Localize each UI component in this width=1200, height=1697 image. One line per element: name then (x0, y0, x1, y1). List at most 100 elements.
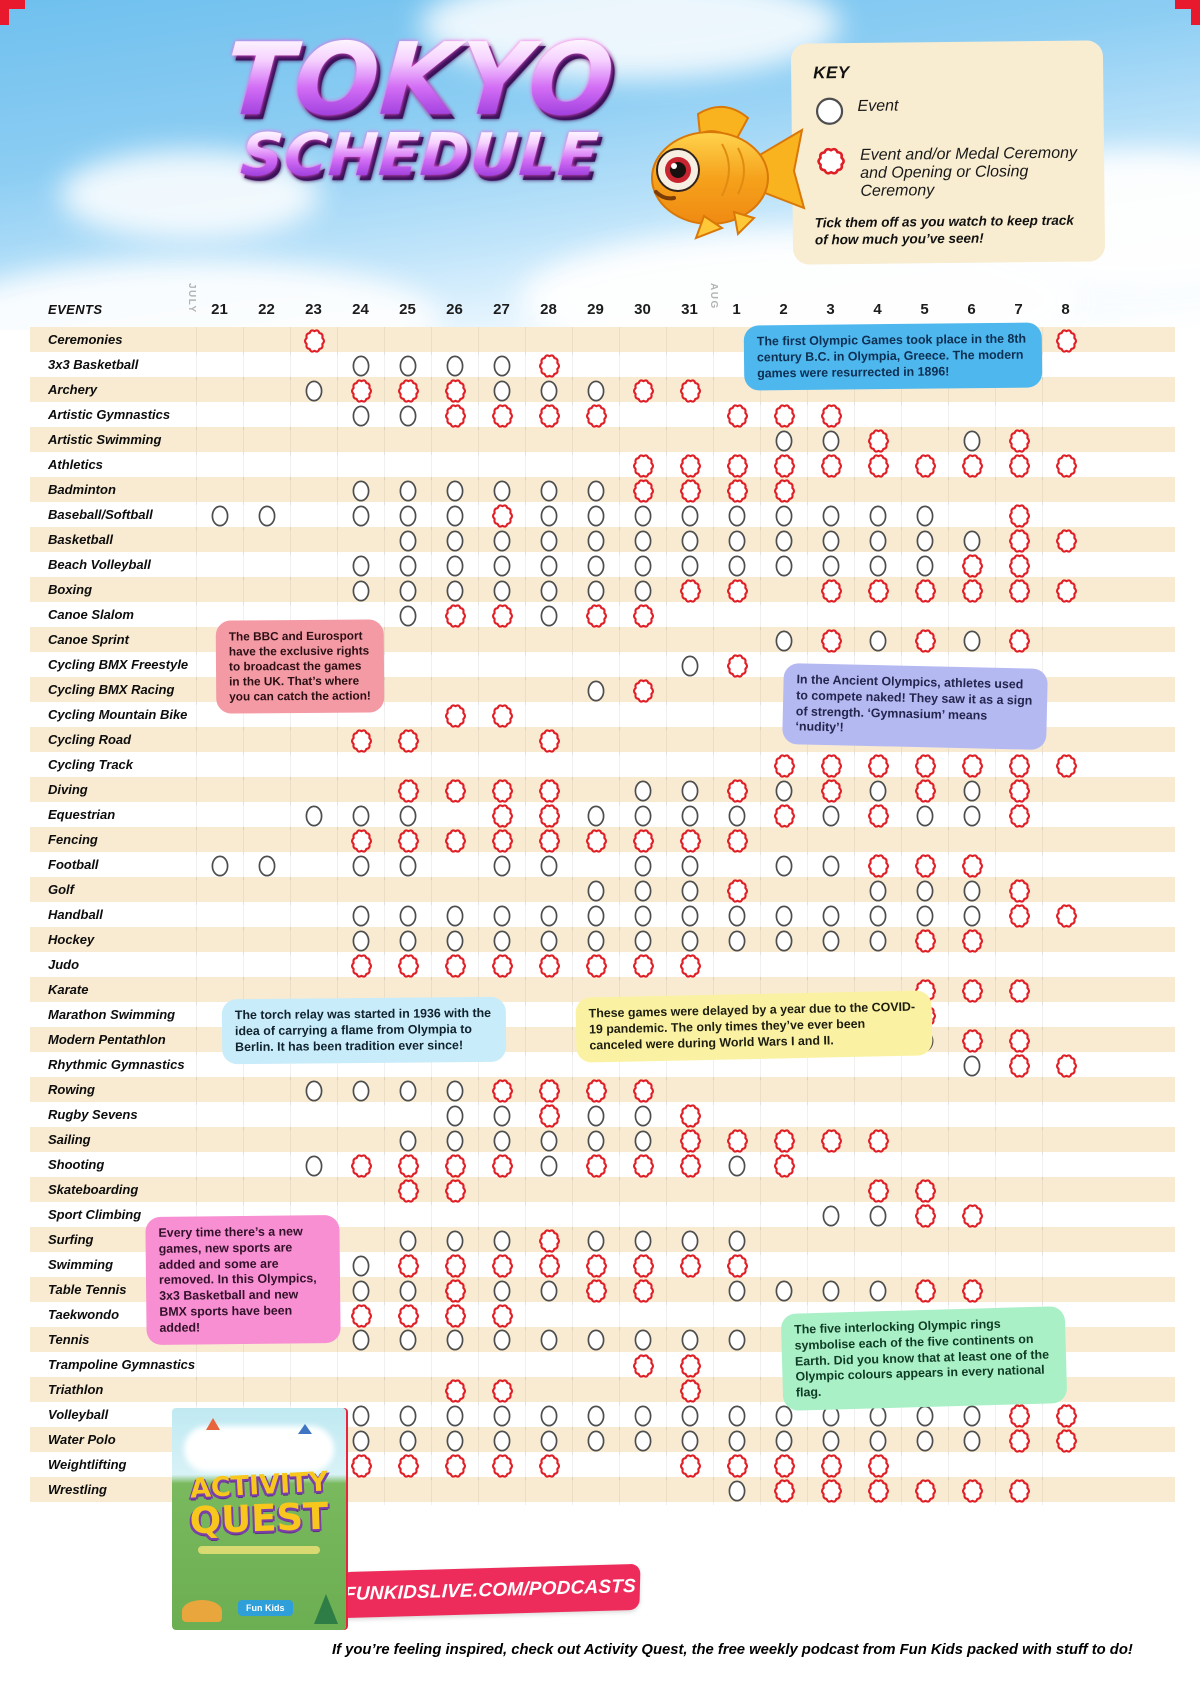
medal-ceremony-circle[interactable] (478, 502, 525, 530)
event-circle[interactable] (337, 1077, 384, 1105)
event-circle[interactable] (478, 377, 525, 405)
event-circle[interactable] (901, 802, 948, 830)
medal-ceremony-circle[interactable] (995, 1427, 1042, 1455)
event-circle[interactable] (760, 502, 807, 530)
medal-ceremony-circle[interactable] (713, 1127, 760, 1155)
medal-ceremony-circle[interactable] (1042, 1052, 1089, 1080)
medal-ceremony-circle[interactable] (619, 827, 666, 855)
event-circle[interactable] (478, 1227, 525, 1255)
medal-ceremony-circle[interactable] (337, 377, 384, 405)
medal-ceremony-circle[interactable] (431, 827, 478, 855)
medal-ceremony-circle[interactable] (901, 777, 948, 805)
event-circle[interactable] (337, 1252, 384, 1280)
event-circle[interactable] (478, 527, 525, 555)
event-circle[interactable] (290, 377, 337, 405)
medal-ceremony-circle[interactable] (854, 1452, 901, 1480)
event-circle[interactable] (713, 1277, 760, 1305)
medal-ceremony-circle[interactable] (995, 777, 1042, 805)
medal-ceremony-circle[interactable] (713, 652, 760, 680)
medal-ceremony-circle[interactable] (525, 352, 572, 380)
event-circle[interactable] (901, 552, 948, 580)
event-circle[interactable] (525, 1277, 572, 1305)
medal-ceremony-circle[interactable] (431, 1177, 478, 1205)
medal-ceremony-circle[interactable] (384, 377, 431, 405)
medal-ceremony-circle[interactable] (854, 452, 901, 480)
event-circle[interactable] (948, 902, 995, 930)
medal-ceremony-circle[interactable] (619, 1277, 666, 1305)
event-circle[interactable] (713, 552, 760, 580)
medal-ceremony-circle[interactable] (572, 402, 619, 430)
event-circle[interactable] (431, 927, 478, 955)
event-circle[interactable] (619, 1127, 666, 1155)
medal-ceremony-circle[interactable] (995, 1402, 1042, 1430)
medal-ceremony-circle[interactable] (431, 377, 478, 405)
event-circle[interactable] (760, 902, 807, 930)
medal-ceremony-circle[interactable] (948, 752, 995, 780)
event-circle[interactable] (807, 852, 854, 880)
event-circle[interactable] (478, 927, 525, 955)
event-circle[interactable] (431, 552, 478, 580)
event-circle[interactable] (807, 1402, 854, 1430)
medal-ceremony-circle[interactable] (666, 1127, 713, 1155)
medal-ceremony-circle[interactable] (337, 727, 384, 755)
medal-ceremony-circle[interactable] (901, 1177, 948, 1205)
medal-ceremony-circle[interactable] (384, 1302, 431, 1330)
event-circle[interactable] (337, 552, 384, 580)
medal-ceremony-circle[interactable] (995, 1027, 1042, 1055)
event-circle[interactable] (478, 852, 525, 880)
event-circle[interactable] (478, 577, 525, 605)
event-circle[interactable] (572, 527, 619, 555)
event-circle[interactable] (666, 802, 713, 830)
event-circle[interactable] (807, 1202, 854, 1230)
event-circle[interactable] (337, 402, 384, 430)
event-circle[interactable] (384, 902, 431, 930)
event-circle[interactable] (337, 802, 384, 830)
medal-ceremony-circle[interactable] (619, 477, 666, 505)
event-circle[interactable] (713, 927, 760, 955)
medal-ceremony-circle[interactable] (995, 552, 1042, 580)
event-circle[interactable] (854, 1277, 901, 1305)
medal-ceremony-circle[interactable] (995, 527, 1042, 555)
event-circle[interactable] (760, 852, 807, 880)
event-circle[interactable] (713, 1427, 760, 1455)
medal-ceremony-circle[interactable] (431, 1302, 478, 1330)
event-circle[interactable] (807, 927, 854, 955)
medal-ceremony-circle[interactable] (478, 777, 525, 805)
event-circle[interactable] (384, 1077, 431, 1105)
medal-ceremony-circle[interactable] (478, 602, 525, 630)
event-circle[interactable] (572, 477, 619, 505)
medal-ceremony-circle[interactable] (995, 802, 1042, 830)
event-circle[interactable] (525, 1127, 572, 1155)
medal-ceremony-circle[interactable] (478, 402, 525, 430)
medal-ceremony-circle[interactable] (478, 802, 525, 830)
medal-ceremony-circle[interactable] (995, 1052, 1042, 1080)
event-circle[interactable] (760, 527, 807, 555)
event-circle[interactable] (901, 902, 948, 930)
medal-ceremony-circle[interactable] (948, 977, 995, 1005)
medal-ceremony-circle[interactable] (807, 577, 854, 605)
medal-ceremony-circle[interactable] (1042, 452, 1089, 480)
medal-ceremony-circle[interactable] (431, 702, 478, 730)
medal-ceremony-circle[interactable] (713, 577, 760, 605)
event-circle[interactable] (337, 1327, 384, 1352)
event-circle[interactable] (948, 877, 995, 905)
event-circle[interactable] (243, 852, 290, 880)
event-circle[interactable] (478, 1127, 525, 1155)
event-circle[interactable] (525, 602, 572, 630)
event-circle[interactable] (807, 527, 854, 555)
medal-ceremony-circle[interactable] (478, 702, 525, 730)
medal-ceremony-circle[interactable] (854, 1127, 901, 1155)
event-circle[interactable] (854, 527, 901, 555)
medal-ceremony-circle[interactable] (666, 577, 713, 605)
medal-ceremony-circle[interactable] (619, 1252, 666, 1280)
medal-ceremony-circle[interactable] (901, 1277, 948, 1305)
event-circle[interactable] (478, 902, 525, 930)
event-circle[interactable] (807, 552, 854, 580)
medal-ceremony-circle[interactable] (384, 827, 431, 855)
event-circle[interactable] (713, 1327, 760, 1352)
medal-ceremony-circle[interactable] (525, 802, 572, 830)
event-circle[interactable] (807, 802, 854, 830)
event-circle[interactable] (713, 502, 760, 530)
medal-ceremony-circle[interactable] (807, 402, 854, 430)
medal-ceremony-circle[interactable] (337, 827, 384, 855)
